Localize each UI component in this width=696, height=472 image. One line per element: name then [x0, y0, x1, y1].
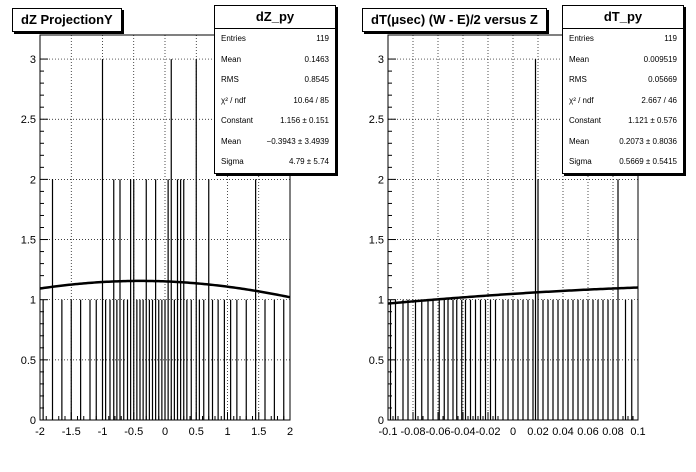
stats-row: Mean 0.2073 ± 0.8036	[563, 132, 683, 153]
stats-row: Entries 119	[215, 29, 335, 50]
plot-dz: -2 -1.5 -1 -0.5 0 0.5 1 1.5 2 0 0.5 1 1.5 2 2.5 3	[21, 34, 293, 438]
stats-name: dZ_py	[215, 6, 335, 29]
stats-row: Mean 0.1463	[215, 50, 335, 71]
stats-box-dz: dZ_py Entries 119 Mean 0.1463 RMS 0.8545 χ² / …	[214, 5, 336, 174]
x-tick-label: -0.1	[379, 426, 398, 438]
stats-value: 0.009519	[643, 54, 677, 64]
stats-value: 4.79 ± 5.74	[289, 157, 329, 166]
stats-value: 2.667 / 46	[641, 95, 677, 105]
x-tick-label: 1	[224, 426, 230, 438]
fit-curve	[387, 286, 639, 305]
y-tick-label: 1	[378, 295, 384, 307]
stats-label: Constant	[221, 116, 254, 125]
stats-row: Constant 1.121 ± 0.576	[563, 111, 683, 132]
stats-value: 0.5669 ± 0.5415	[619, 157, 677, 166]
plot-title-dt: dT(μsec) (W - E)/2 versus Z	[362, 8, 547, 32]
y-tick-label: 0.5	[369, 355, 384, 367]
y-tick-label: 2.5	[369, 114, 384, 126]
y-tick-label: 2	[30, 174, 36, 186]
stats-value: 10.64 / 85	[293, 95, 329, 105]
stats-value: 0.1463	[304, 54, 329, 64]
y-tick-label: 3	[30, 54, 36, 66]
stats-row: Entries 119	[563, 29, 683, 50]
x-tick-label: 2	[287, 426, 293, 438]
stats-row: Mean 0.009519	[563, 50, 683, 71]
stats-row: Sigma 4.79 ± 5.74	[215, 152, 335, 173]
stats-label: Constant	[569, 116, 602, 125]
y-tick-label: 0	[30, 415, 36, 427]
x-tick-label: 0.04	[552, 426, 573, 438]
x-tick-label: 1.5	[251, 426, 266, 438]
x-tick-label: -0.04	[450, 426, 475, 438]
stats-label: Sigma	[221, 157, 244, 166]
stats-row: Constant 1.156 ± 0.151	[215, 111, 335, 132]
stats-label: Sigma	[569, 157, 592, 166]
stats-label: Mean	[221, 136, 242, 146]
x-tick-label: -0.08	[400, 426, 425, 438]
stats-row: χ² / ndf 10.64 / 85	[215, 91, 335, 112]
stats-row: Mean −0.3943 ± 3.4939	[215, 132, 335, 153]
x-tick-label: -2	[35, 426, 45, 438]
x-tick-label: -1	[98, 426, 108, 438]
stats-row: RMS 0.8545	[215, 70, 335, 91]
y-tick-label: 2.5	[21, 114, 36, 126]
stats-label: χ² / ndf	[569, 95, 594, 105]
x-tick-label: -0.5	[124, 426, 143, 438]
stats-label: Mean	[569, 136, 590, 146]
x-tick-label: 0	[162, 426, 168, 438]
stats-value: 119	[316, 34, 329, 43]
y-tick-label: 2	[378, 174, 384, 186]
y-tick-label: 1	[30, 295, 36, 307]
stats-label: χ² / ndf	[221, 95, 246, 105]
stats-box-dt: dT_py Entries 119 Mean 0.009519 RMS 0.05669 χ²…	[562, 5, 684, 174]
stats-label: RMS	[221, 75, 239, 84]
plot-dt: -0.1 -0.08 -0.06 -0.04 -0.02 0 0.02 0.04 0.06 0.0…	[369, 34, 646, 438]
stats-value: 1.121 ± 0.576	[628, 116, 677, 125]
x-tick-label: -0.06	[425, 426, 450, 438]
y-tick-label: 3	[378, 54, 384, 66]
stats-label: Entries	[221, 34, 246, 43]
stats-value: 1.156 ± 0.151	[280, 116, 329, 125]
stats-value: 0.2073 ± 0.8036	[619, 136, 677, 146]
y-tick-label: 1.5	[369, 235, 384, 247]
stats-label: RMS	[569, 75, 587, 84]
y-tick-label: 0	[378, 415, 384, 427]
stats-value: 0.8545	[304, 75, 329, 84]
stats-value: 0.05669	[648, 75, 677, 84]
x-tick-label: 0.1	[630, 426, 645, 438]
x-tick-label: -0.02	[475, 426, 500, 438]
stats-row: χ² / ndf 2.667 / 46	[563, 91, 683, 112]
stats-label: Entries	[569, 34, 594, 43]
stats-label: Mean	[569, 54, 590, 64]
x-tick-label: 0.02	[527, 426, 548, 438]
fit-curve	[39, 279, 291, 299]
y-tick-label: 1.5	[21, 235, 36, 247]
x-tick-label: 0.06	[577, 426, 598, 438]
stats-row: Sigma 0.5669 ± 0.5415	[563, 152, 683, 173]
x-tick-label: -1.5	[62, 426, 81, 438]
y-tick-label: 0.5	[21, 355, 36, 367]
stats-value: 119	[664, 34, 677, 43]
x-tick-label: 0	[510, 426, 516, 438]
x-tick-label: 0.5	[189, 426, 204, 438]
stats-name: dT_py	[563, 6, 683, 29]
stats-value: −0.3943 ± 3.4939	[266, 136, 329, 146]
plot-title-dz: dZ ProjectionY	[12, 8, 122, 32]
stats-label: Mean	[221, 54, 242, 64]
stats-row: RMS 0.05669	[563, 70, 683, 91]
x-tick-label: 0.08	[602, 426, 623, 438]
